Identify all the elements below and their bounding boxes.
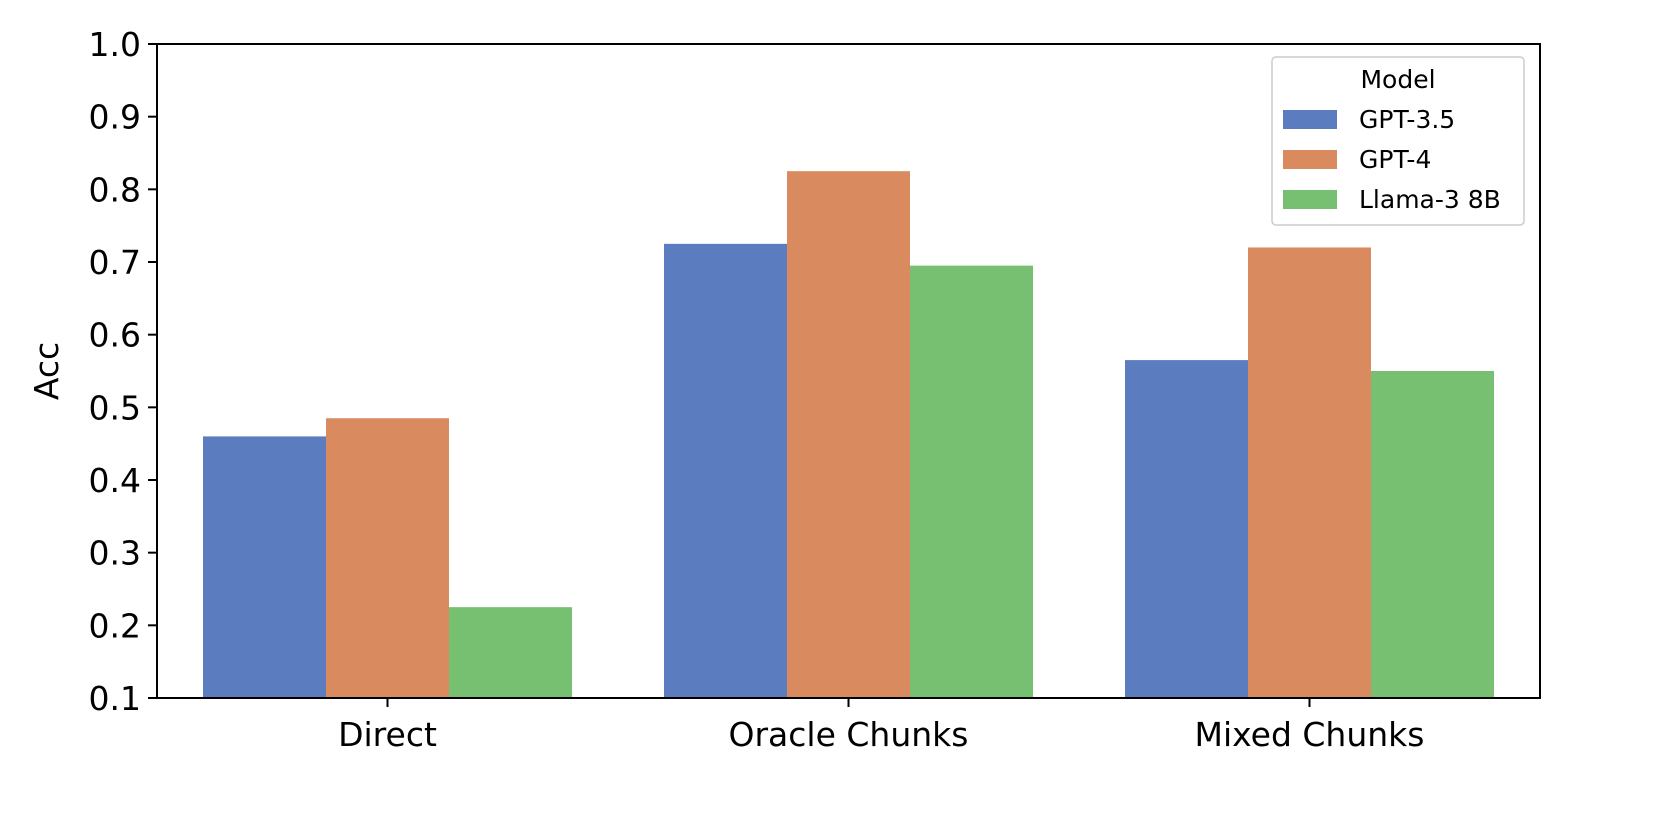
y-tick-label: 0.6 (89, 316, 141, 355)
y-tick-label: 0.8 (89, 170, 141, 209)
plot-frame (156, 43, 1541, 699)
legend-label: GPT-3.5 (1359, 105, 1455, 134)
bar-mixed-chunks-gpt-4 (1248, 247, 1371, 698)
legend-box (1271, 56, 1525, 226)
y-tick-label: 1.0 (89, 25, 141, 64)
bar-oracle-chunks-gpt-4 (787, 171, 910, 698)
bar-mixed-chunks-gpt-3-5 (1125, 360, 1248, 698)
y-tick-label: 0.3 (89, 534, 141, 573)
x-axis: Direct Oracle Chunks Mixed Chunks (338, 698, 1425, 754)
x-tick-label: Oracle Chunks (729, 715, 969, 754)
legend-title: Model (1360, 65, 1435, 94)
bars-layer (203, 171, 1494, 699)
y-tick-label: 0.5 (89, 388, 141, 427)
y-tick-label: 0.9 (89, 98, 141, 137)
bar-direct-gpt-3-5 (203, 436, 326, 698)
y-tick-label: 0.2 (89, 606, 141, 645)
bar-direct-gpt-4 (326, 418, 449, 698)
x-tick-label: Mixed Chunks (1195, 715, 1425, 754)
bar-direct-llama-3-8b (449, 607, 572, 698)
legend-label: Llama-3 8B (1359, 185, 1501, 214)
x-tick-label: Direct (338, 715, 437, 754)
legend-label: GPT-4 (1359, 145, 1431, 174)
legend-swatch-gpt-3-5 (1283, 110, 1337, 129)
bar-oracle-chunks-llama-3-8b (910, 265, 1033, 698)
y-tick-label: 0.7 (89, 243, 141, 282)
y-tick-label: 0.1 (89, 679, 141, 718)
bar-oracle-chunks-gpt-3-5 (664, 243, 787, 699)
legend-swatch-gpt-4 (1283, 150, 1337, 169)
y-axis: 0.1 0.2 0.3 0.4 0.5 0.6 0.7 0.8 0.9 1.0 (89, 25, 157, 718)
y-tick-label: 0.4 (89, 461, 141, 500)
bar-mixed-chunks-llama-3-8b (1371, 371, 1494, 698)
y-axis-label: Acc (27, 342, 66, 400)
legend: Model GPT-3.5 GPT-4 Llama-3 8B (1271, 56, 1525, 226)
legend-swatch-llama-3-8b (1283, 190, 1337, 209)
